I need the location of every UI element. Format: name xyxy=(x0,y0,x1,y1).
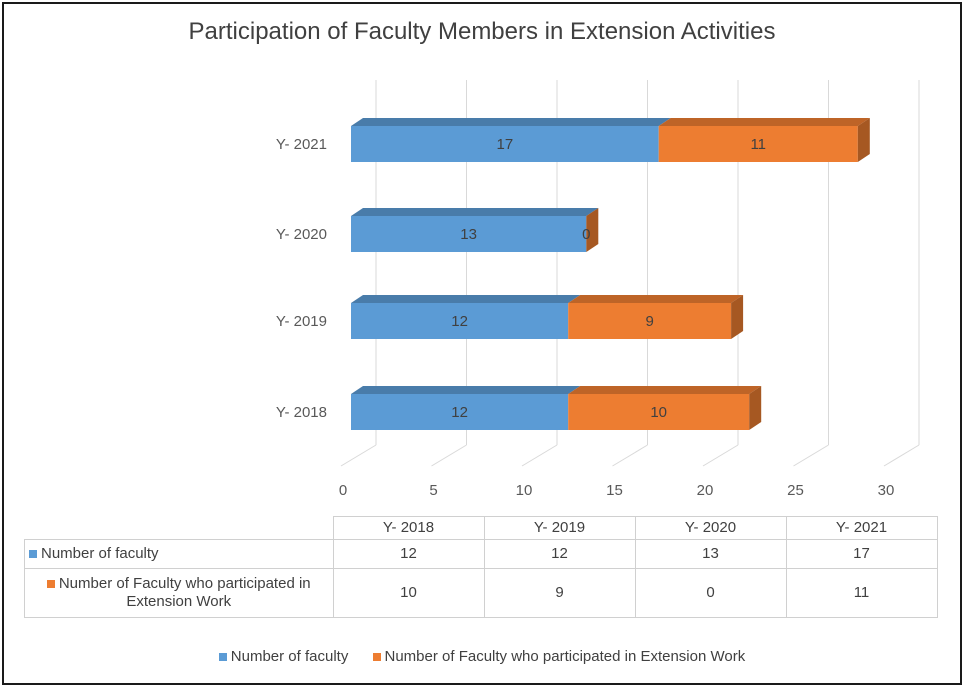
bar-top xyxy=(351,295,580,303)
data-label: 17 xyxy=(497,136,514,153)
data-table-cell: 11 xyxy=(786,568,937,617)
legend-item: Number of faculty xyxy=(219,648,349,665)
x-grid-line xyxy=(522,445,557,466)
data-table-cell: 9 xyxy=(484,568,635,617)
x-tick-label: 15 xyxy=(606,482,623,499)
chart-plot: 0 5 10 15 20 25 30 Y- 2018 Y- 2019 Y- 2020 Y- 2021… xyxy=(0,0,968,515)
legend-key-orange xyxy=(47,580,55,588)
x-tick-label: 30 xyxy=(878,482,895,499)
legend-swatch-orange xyxy=(373,653,381,661)
data-table: Y- 2018 Y- 2019 Y- 2020 Y- 2021 Number o… xyxy=(24,516,938,618)
y-tick-label: Y- 2019 xyxy=(276,313,327,330)
x-tick-label: 20 xyxy=(697,482,714,499)
data-table-row-label: Number of faculty xyxy=(25,539,334,568)
legend-key-blue xyxy=(29,550,37,558)
x-tick-label: 0 xyxy=(339,482,347,499)
data-label: 12 xyxy=(451,404,468,421)
x-grid-line xyxy=(884,445,919,466)
data-table-cell: 12 xyxy=(484,539,635,568)
x-grid-line xyxy=(432,445,467,466)
data-table-cell: 10 xyxy=(333,568,484,617)
x-grid-line xyxy=(613,445,648,466)
data-label: 12 xyxy=(451,313,468,330)
bar-top xyxy=(351,208,598,216)
x-tick-label: 5 xyxy=(429,482,437,499)
data-table-header: Y- 2020 xyxy=(635,517,786,540)
data-table-cell: 17 xyxy=(786,539,937,568)
bar-top xyxy=(568,295,743,303)
data-table-cell: 13 xyxy=(635,539,786,568)
y-tick-label: Y- 2018 xyxy=(276,404,327,421)
data-label: 13 xyxy=(460,226,477,243)
bar-top xyxy=(659,118,870,126)
x-grid-line xyxy=(794,445,829,466)
bar-top xyxy=(351,118,671,126)
x-tick-label: 10 xyxy=(516,482,533,499)
x-grid-line xyxy=(703,445,738,466)
data-table-row: Number of Faculty who participated inExt… xyxy=(25,568,938,617)
bar-top xyxy=(568,386,761,394)
legend-swatch-blue xyxy=(219,653,227,661)
bar-top xyxy=(351,386,580,394)
data-label: 9 xyxy=(645,313,653,330)
data-table-header: Y- 2021 xyxy=(786,517,937,540)
legend-item: Number of Faculty who participated in Ex… xyxy=(373,648,746,665)
data-table-header: Y- 2019 xyxy=(484,517,635,540)
y-tick-label: Y- 2021 xyxy=(276,136,327,153)
data-table-header: Y- 2018 xyxy=(333,517,484,540)
data-table-cell: 12 xyxy=(333,539,484,568)
data-table-row-label: Number of Faculty who participated inExt… xyxy=(25,568,334,617)
x-grid-line xyxy=(341,445,376,466)
data-table-header-row: Y- 2018 Y- 2019 Y- 2020 Y- 2021 xyxy=(25,517,938,540)
data-label: 11 xyxy=(750,136,766,153)
legend: Number of faculty Number of Faculty who … xyxy=(0,648,964,665)
x-tick-label: 25 xyxy=(787,482,804,499)
data-table-row: Number of faculty 12 12 13 17 xyxy=(25,539,938,568)
y-tick-label: Y- 2020 xyxy=(276,226,327,243)
data-label: 10 xyxy=(650,404,667,421)
data-label: 0 xyxy=(582,226,590,243)
data-table-cell: 0 xyxy=(635,568,786,617)
